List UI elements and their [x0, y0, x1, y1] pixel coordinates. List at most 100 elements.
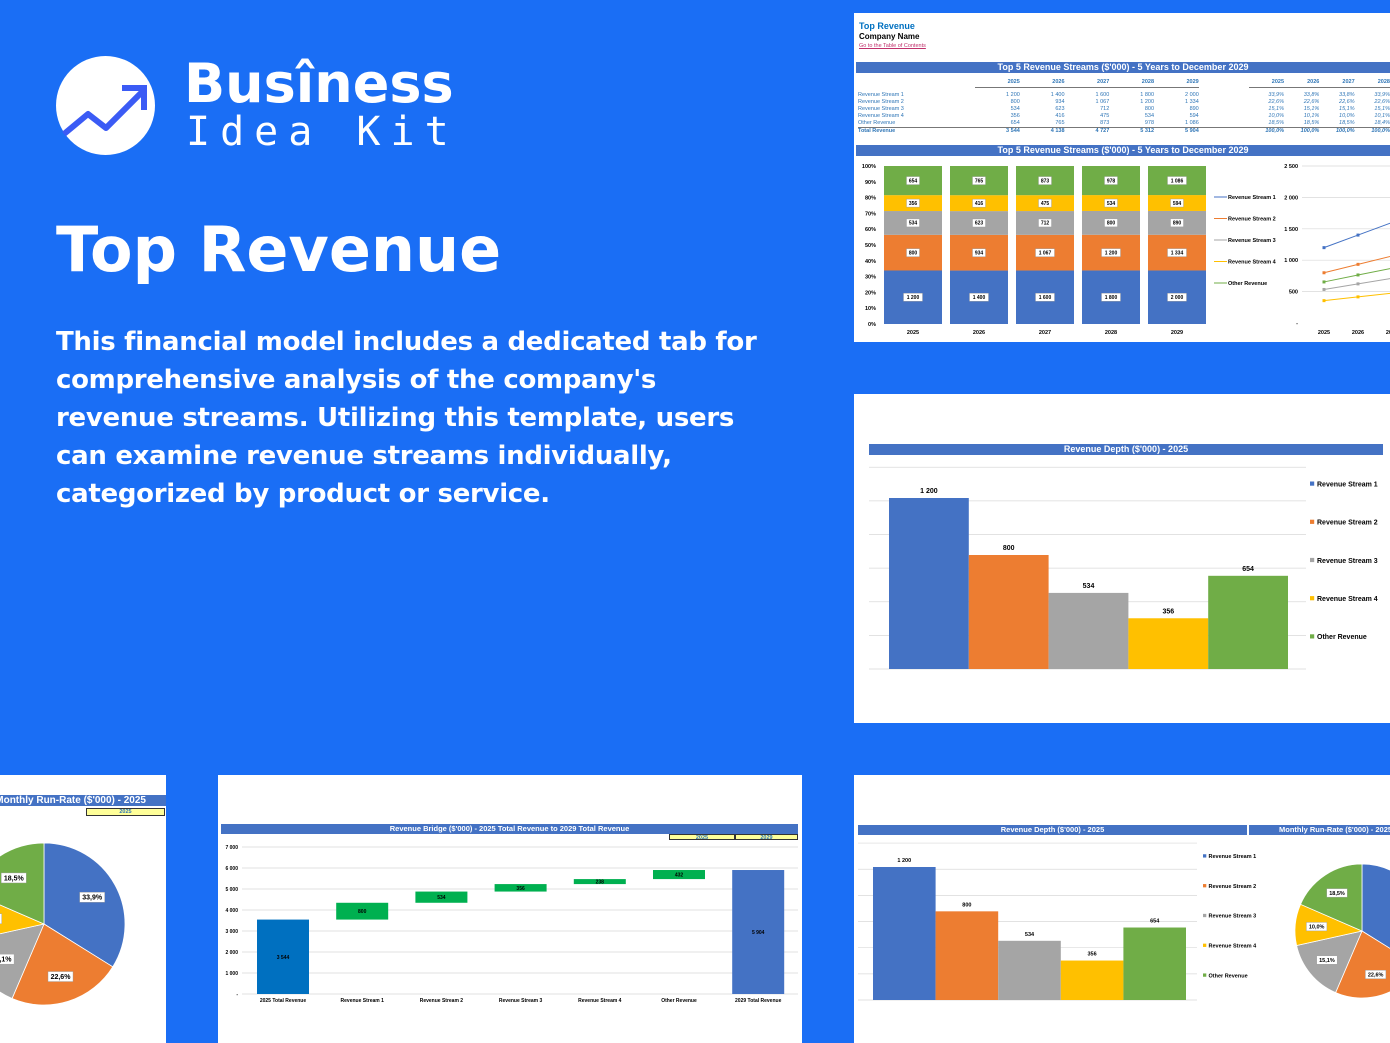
legend-swatch	[1203, 913, 1207, 918]
cell-pct: 100,0%	[1284, 127, 1320, 135]
y-tick-label: 100%	[862, 164, 876, 170]
y-tick-label: 2 000	[225, 950, 238, 956]
depth-title: Revenue Depth ($'000) - 2025	[869, 444, 1385, 455]
depth-title-small: Revenue Depth ($'000) - 2025	[858, 825, 1247, 835]
segment-label: 594	[1173, 201, 1182, 207]
cell-value: 3 544	[975, 127, 1020, 135]
series-marker	[1322, 287, 1326, 291]
y-tick-label: 0%	[868, 322, 876, 328]
cell-value: 534	[1144, 113, 1155, 119]
x-tick-label: 2026	[973, 330, 985, 336]
segment-label-box	[903, 293, 923, 302]
pie-label-box	[0, 953, 15, 965]
cell-value: 1 200	[1006, 92, 1020, 98]
revenue-depth-panel: Revenue Depth ($'000) - 2025 1 200 800 534…	[854, 394, 1390, 723]
segment-label: 2 000	[1171, 295, 1184, 301]
bar-label: 356	[1162, 608, 1174, 615]
end-year-selector[interactable]: 2029	[735, 834, 798, 841]
y-tick-label: 6 000	[225, 866, 238, 872]
segment-label-box	[1104, 176, 1118, 185]
cell-value: 5 312	[1109, 127, 1155, 135]
segment-label-box	[1104, 218, 1118, 228]
cell-value: 1 200	[1140, 99, 1155, 105]
revenue-bridge-chart: - 1 000 2 000 3 000 4 000 5 000 6 000 7 000 3 54…	[225, 845, 798, 1004]
trend-arrow-icon	[56, 56, 155, 155]
x-tick-label: 2027	[1386, 330, 1390, 336]
legend-swatch	[1310, 557, 1315, 563]
bridge-bar	[494, 884, 547, 892]
cell-value: 873	[1100, 120, 1110, 126]
cell-pct: 33,9%	[1268, 92, 1285, 98]
cell-pct: 18,4%	[1374, 120, 1390, 126]
segment-label-box	[906, 248, 920, 257]
cell-value: 4 138	[1019, 127, 1065, 135]
segment-label-box	[1038, 176, 1052, 185]
cell-value: 1 400	[1050, 92, 1065, 98]
legend-swatch	[1203, 943, 1207, 947]
table-row: Revenue Stream 2 800 934 1 067 1 200 1 334 22,…	[858, 99, 1390, 106]
segment-label: 1 800	[1105, 295, 1118, 301]
segment-label: 890	[1173, 221, 1182, 227]
run-rate-title: Monthly Run-Rate ($'000) - 2025	[0, 795, 166, 806]
x-tick-label: 2028	[1105, 330, 1117, 336]
bar-label: 654	[1150, 919, 1160, 925]
cell-pct: 15,1%	[1303, 106, 1320, 112]
legend-label: Revenue Stream 3	[1228, 238, 1276, 244]
series-marker	[1356, 233, 1360, 237]
y-tick-label: 90%	[865, 180, 876, 186]
segment-label: 1 334	[1171, 250, 1184, 256]
pie-slice	[43, 842, 126, 968]
series-marker	[1322, 299, 1326, 303]
row-label: Revenue Stream 2	[858, 99, 904, 105]
x-tick-label: 2026	[1352, 330, 1364, 336]
segment-label-box	[972, 218, 986, 228]
pie-label: 15,1%	[1319, 958, 1335, 964]
legend-label: Other Revenue	[1228, 281, 1267, 287]
bar	[1123, 927, 1186, 1000]
pie-slice	[1300, 863, 1363, 932]
cell-value: 712	[1100, 106, 1110, 112]
start-year-selector[interactable]: 2025	[669, 834, 735, 841]
cell-pct: 10,1%	[1374, 113, 1390, 119]
bar	[968, 555, 1049, 669]
stacked-and-line-charts: 0% 10% 20% 30% 40% 50% 60% 70% 80% 90% 100% 1 200 80…	[862, 164, 1390, 336]
year-header: 2027	[1064, 78, 1110, 88]
cell-value: 475	[1100, 113, 1110, 119]
bar	[998, 940, 1061, 1000]
bar	[935, 911, 999, 1000]
x-tick-label: 2025	[907, 330, 919, 336]
revenue-bridge-panel: Revenue Bridge ($'000) - 2025 Total Reve…	[218, 775, 802, 1043]
bar-label: 654	[1242, 566, 1254, 573]
pie-label-box	[1326, 888, 1348, 898]
cell-pct: 22,6%	[1268, 99, 1285, 105]
brand-name: Busîness	[184, 52, 454, 115]
bridge-bar	[653, 870, 705, 880]
cell-pct: 100,0%	[1248, 127, 1285, 135]
series-marker	[1356, 262, 1360, 266]
bar-label: 534	[1025, 932, 1035, 938]
segment-label-box	[1038, 218, 1052, 228]
toc-link[interactable]: Go to the Table of Contents	[859, 43, 926, 49]
pie-label-box	[47, 971, 74, 982]
segment-label: 1 086	[1171, 178, 1184, 184]
row-label: Revenue Stream 4	[858, 113, 904, 119]
segment-label-box	[1167, 293, 1187, 302]
segment-label-box	[1167, 248, 1187, 257]
cell-pct: 18,5%	[1303, 120, 1320, 126]
pie-label: 22,6%	[1368, 972, 1384, 978]
pie-label: 15,1%	[0, 957, 12, 964]
legend-swatch	[1310, 596, 1315, 601]
pie-label-box	[1316, 955, 1338, 965]
sheet-preview: Top Revenue Company Name Go to the Table…	[854, 13, 1390, 342]
cell-value: 654	[1010, 120, 1020, 126]
x-tick-label: Revenue Stream 4	[578, 998, 622, 1004]
year-header: 2026	[1019, 78, 1065, 88]
cell-value: 356	[1010, 113, 1020, 119]
segment-label: 978	[1107, 178, 1116, 184]
bridge-bar-label: 534	[437, 895, 446, 901]
row-label: Revenue Stream 1	[858, 92, 904, 98]
pie-slice	[0, 904, 46, 935]
cell-value: 4 727	[1064, 127, 1110, 135]
year-selector[interactable]: 2025	[86, 808, 165, 816]
y-tick-label: 5 000	[225, 887, 238, 893]
